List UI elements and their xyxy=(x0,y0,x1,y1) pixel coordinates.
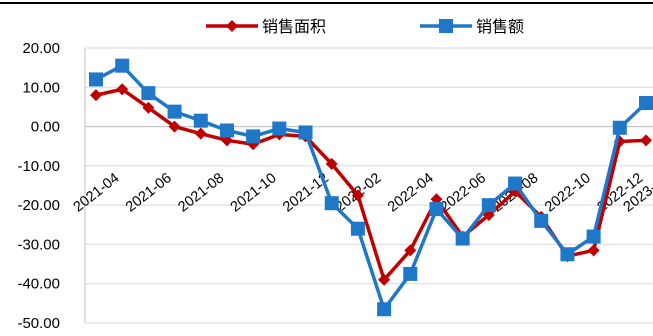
data-point-diamond xyxy=(640,134,652,147)
data-point-diamond xyxy=(351,189,364,202)
data-point-square xyxy=(508,176,523,191)
data-point-square xyxy=(219,123,234,138)
y-tick-label: -20.00 xyxy=(17,197,60,214)
x-tick-label: 2022-10 xyxy=(542,170,594,215)
y-tick-label: -30.00 xyxy=(17,236,60,253)
data-point-square xyxy=(350,221,365,236)
legend-label-1: 销售面积 xyxy=(262,17,326,36)
data-point-diamond xyxy=(404,244,417,257)
legend-marker-diamond xyxy=(226,20,238,32)
y-tick-label: -40.00 xyxy=(17,276,60,293)
y-tick-label: -50.00 xyxy=(17,315,60,332)
x-tick-label: 2021-06 xyxy=(123,170,175,215)
data-point-square xyxy=(403,266,418,281)
data-point-square xyxy=(429,202,444,217)
data-point-square xyxy=(612,120,627,135)
data-point-square xyxy=(534,213,549,228)
data-point-square xyxy=(246,129,261,144)
data-point-diamond xyxy=(325,157,338,170)
data-point-square xyxy=(193,113,208,128)
series-line-2 xyxy=(95,63,648,311)
data-point-diamond xyxy=(90,89,102,102)
data-point-square xyxy=(324,196,339,211)
data-point-square xyxy=(455,231,470,246)
x-tick-label: 2022-04 xyxy=(385,170,437,215)
data-point-square xyxy=(141,86,156,101)
data-point-square xyxy=(272,121,287,136)
data-point-square xyxy=(89,72,103,87)
data-point-square xyxy=(586,229,601,244)
x-tick-label: 2021-04 xyxy=(71,170,123,215)
data-point-diamond xyxy=(116,83,129,96)
legend-marker-square xyxy=(439,19,453,33)
y-tick-label: -10.00 xyxy=(17,158,60,175)
x-tick-label: 2021-10 xyxy=(228,170,280,215)
y-tick-label: 10.00 xyxy=(22,79,60,96)
data-point-square xyxy=(167,104,182,119)
data-point-diamond xyxy=(194,127,207,140)
data-point-diamond xyxy=(378,273,391,286)
data-point-diamond xyxy=(142,101,155,114)
data-point-square xyxy=(560,247,575,262)
data-point-square xyxy=(298,125,313,140)
legend-label-2: 销售额 xyxy=(476,17,524,36)
x-tick-label: 2021-08 xyxy=(175,170,227,215)
data-point-diamond xyxy=(587,244,600,257)
data-point-diamond xyxy=(168,120,181,133)
data-point-square xyxy=(377,302,392,317)
y-tick-label: 20.00 xyxy=(22,40,60,57)
data-point-square xyxy=(639,96,653,110)
x-tick-label: 2021-12 xyxy=(280,170,332,215)
data-point-square xyxy=(115,58,130,73)
y-tick-label: 0.00 xyxy=(31,119,60,136)
data-point-square xyxy=(481,198,496,213)
